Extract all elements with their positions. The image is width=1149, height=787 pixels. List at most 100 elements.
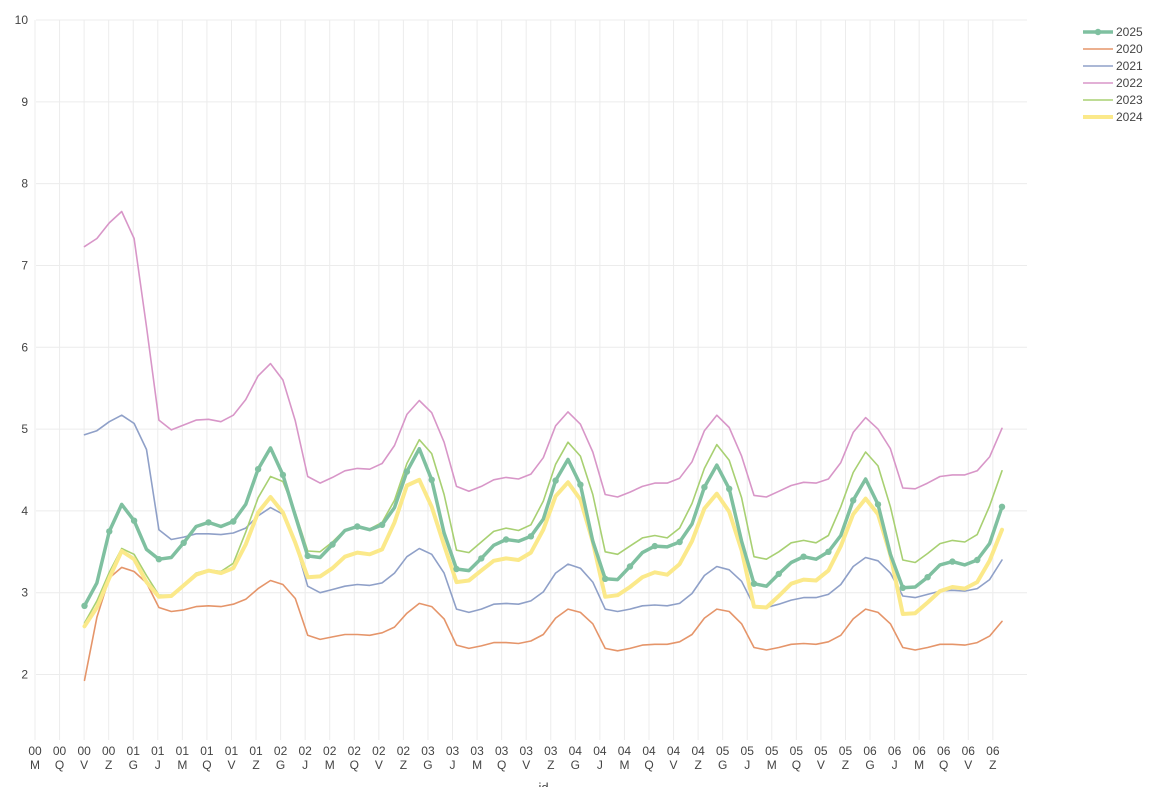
series-point-2025 bbox=[651, 542, 658, 550]
series-point-2025 bbox=[825, 548, 832, 555]
legend-label: 2025 bbox=[1116, 25, 1143, 39]
series-point-2025 bbox=[354, 523, 361, 530]
series-point-2025 bbox=[874, 501, 882, 508]
series-point-2025 bbox=[329, 541, 336, 548]
x-tick-label: 06 M bbox=[912, 744, 926, 772]
series-line-2023 bbox=[83, 438, 1003, 624]
series-line-2022 bbox=[83, 210, 1003, 498]
legend-label: 2023 bbox=[1116, 93, 1143, 107]
series-point-2025 bbox=[502, 536, 510, 543]
grid-lines bbox=[34, 19, 1027, 740]
legend-label: 2020 bbox=[1116, 42, 1143, 56]
series-point-2025 bbox=[254, 466, 262, 473]
series-point-2025 bbox=[974, 556, 981, 564]
series-point-2025 bbox=[626, 563, 634, 570]
legend-item-2022[interactable]: 2022 bbox=[1083, 76, 1143, 90]
series-point-2025 bbox=[924, 574, 931, 581]
x-tick-label: 06 Q bbox=[937, 744, 951, 772]
x-tick-label: 04 G bbox=[569, 744, 583, 772]
series-point-2025 bbox=[478, 555, 485, 562]
x-tick-label: 01 M bbox=[176, 744, 190, 772]
x-tick-label: 00 Q bbox=[53, 744, 67, 772]
series-point-2025 bbox=[949, 558, 956, 565]
x-tick-label: 02 Q bbox=[348, 744, 362, 772]
x-tick-label: 05 M bbox=[765, 744, 779, 772]
y-tick-label: 7 bbox=[21, 258, 28, 272]
legend-label: 2022 bbox=[1116, 76, 1143, 90]
legend-label: 2024 bbox=[1116, 110, 1143, 124]
x-tick-label: 04 M bbox=[618, 744, 632, 772]
series-point-2025 bbox=[428, 476, 435, 483]
y-axis-ticks: 2 3 4 5 6 7 8 9 10 bbox=[15, 13, 29, 682]
legend-item-2020[interactable]: 2020 bbox=[1083, 42, 1143, 56]
x-tick-label: 02 M bbox=[323, 744, 337, 772]
series-2021 bbox=[83, 414, 1003, 614]
x-tick-label: 06 G bbox=[863, 744, 877, 772]
series-point-2025 bbox=[81, 602, 88, 609]
x-tick-label: 03 V bbox=[520, 744, 534, 772]
series-line-2024 bbox=[82, 477, 1004, 629]
series-point-2025 bbox=[998, 503, 1006, 510]
legend: 2025 2020 2021 2022 2023 2024 bbox=[1083, 25, 1143, 124]
series-point-2025 bbox=[527, 533, 535, 540]
x-tick-label: 06 Z bbox=[986, 744, 1000, 772]
series-layer bbox=[81, 210, 1006, 682]
series-2022 bbox=[83, 210, 1003, 498]
series-point-2025 bbox=[279, 471, 287, 479]
x-tick-label: 04 Z bbox=[691, 744, 705, 772]
x-tick-label: 05 Q bbox=[790, 744, 804, 772]
series-point-2025 bbox=[899, 584, 906, 591]
series-point-2025 bbox=[676, 538, 683, 546]
series-point-2025 bbox=[701, 484, 708, 491]
y-tick-label: 6 bbox=[21, 340, 28, 354]
series-point-2025 bbox=[850, 497, 857, 504]
series-2024 bbox=[82, 477, 1004, 629]
y-tick-label: 4 bbox=[21, 504, 28, 518]
x-tick-label: 05 Z bbox=[839, 744, 853, 772]
x-axis-title: id bbox=[538, 780, 548, 787]
x-tick-label: 05 J bbox=[741, 744, 755, 772]
x-tick-label: 02 Z bbox=[397, 744, 411, 772]
x-tick-label: 03 M bbox=[470, 744, 484, 772]
series-line-2021 bbox=[83, 414, 1003, 614]
x-tick-label: 01 Z bbox=[249, 744, 263, 772]
legend-item-2025[interactable]: 2025 bbox=[1083, 25, 1143, 39]
series-point-2025 bbox=[155, 556, 163, 563]
series-point-2025 bbox=[230, 518, 237, 525]
series-point-2025 bbox=[180, 539, 187, 546]
x-tick-label: 05 V bbox=[814, 744, 828, 772]
legend-item-2024[interactable]: 2024 bbox=[1083, 110, 1143, 124]
series-point-2025 bbox=[403, 468, 411, 475]
x-tick-label: 06 J bbox=[888, 744, 902, 772]
y-tick-label: 3 bbox=[21, 586, 28, 600]
series-2025 bbox=[81, 446, 1006, 609]
x-tick-label: 05 G bbox=[716, 744, 730, 772]
series-point-2025 bbox=[775, 570, 782, 578]
x-tick-label: 01 J bbox=[151, 744, 165, 772]
legend-item-2021[interactable]: 2021 bbox=[1083, 59, 1143, 73]
series-point-2025 bbox=[602, 575, 609, 582]
x-tick-label: 01 G bbox=[127, 744, 141, 772]
series-line-2025 bbox=[82, 446, 1004, 608]
x-tick-label: 01 Q bbox=[200, 744, 214, 772]
series-point-2025 bbox=[378, 521, 386, 528]
series-point-2025 bbox=[453, 565, 460, 573]
series-point-2025 bbox=[577, 481, 584, 488]
y-tick-label: 2 bbox=[21, 668, 28, 682]
y-tick-label: 9 bbox=[21, 95, 28, 109]
x-tick-label: 04 J bbox=[593, 744, 607, 772]
x-tick-label: 06 V bbox=[962, 744, 976, 772]
x-tick-label: 00 M bbox=[28, 744, 42, 772]
series-point-2025 bbox=[106, 528, 113, 535]
series-point-2025 bbox=[304, 552, 311, 560]
x-tick-label: 03 Z bbox=[544, 744, 558, 772]
x-tick-label: 00 Z bbox=[102, 744, 116, 772]
x-tick-label: 03 J bbox=[446, 744, 460, 772]
series-point-2025 bbox=[552, 477, 559, 484]
series-line-2020 bbox=[83, 566, 1003, 682]
series-point-2025 bbox=[800, 553, 807, 560]
x-tick-label: 00 V bbox=[77, 744, 91, 772]
series-2020 bbox=[83, 566, 1003, 682]
legend-item-2023[interactable]: 2023 bbox=[1083, 93, 1143, 107]
